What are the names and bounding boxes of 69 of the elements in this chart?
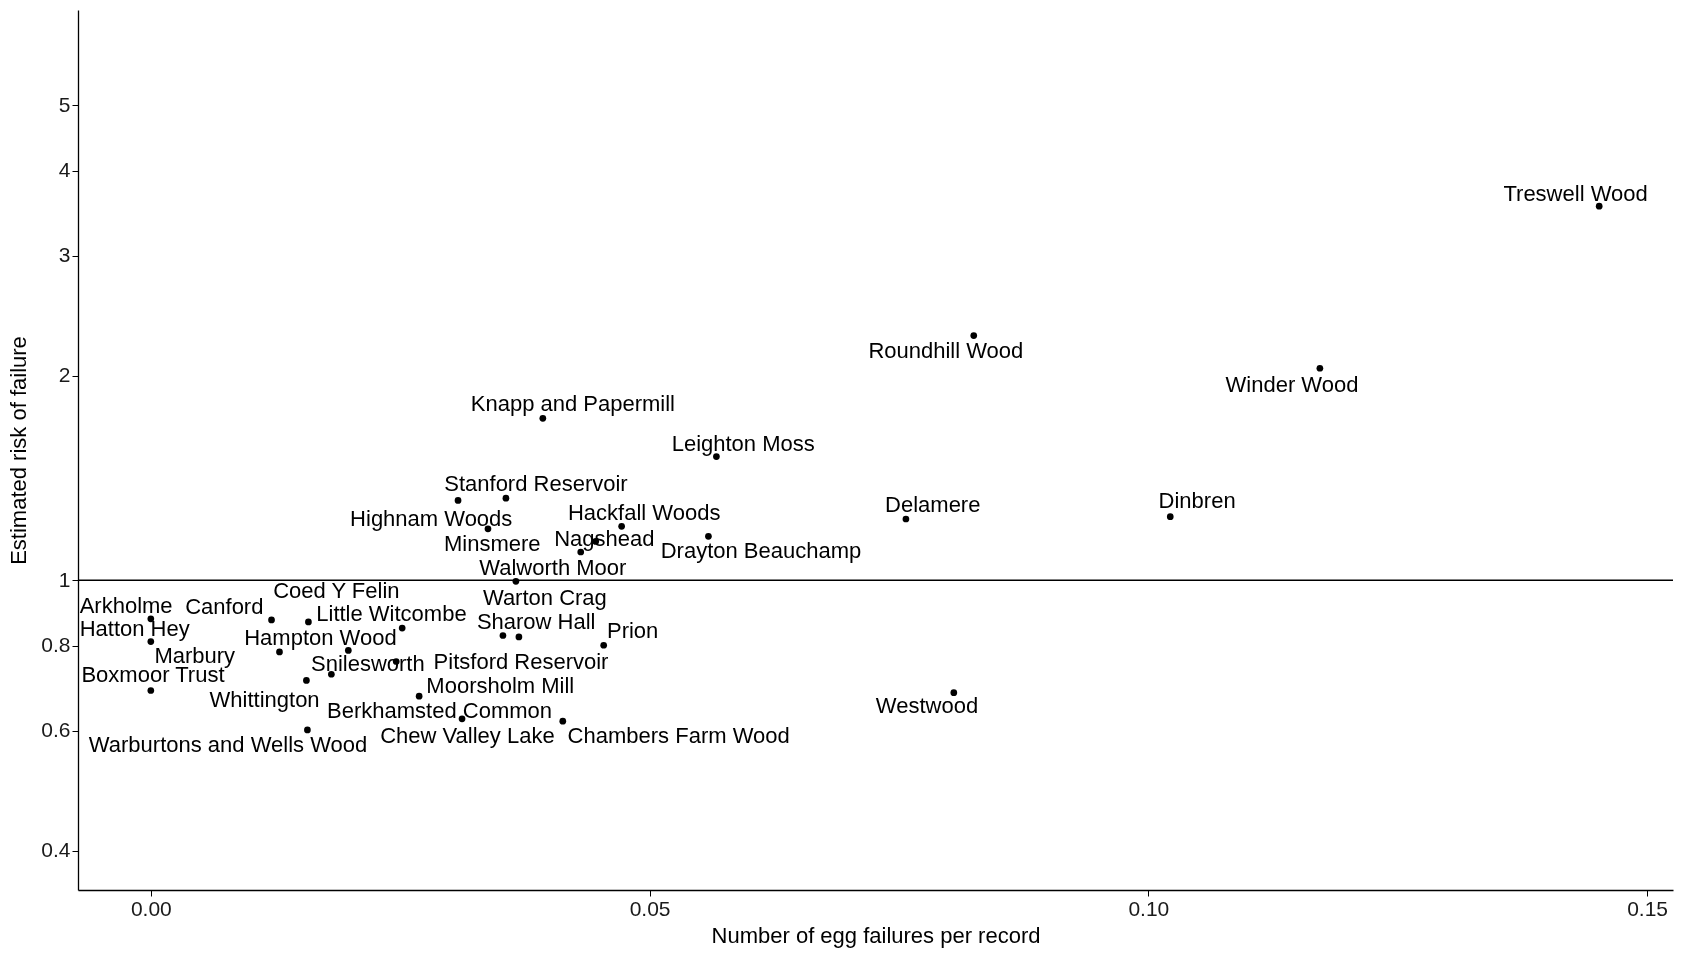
annotation: Hampton Wood [244, 624, 397, 650]
annotation: Walworth Moor [479, 555, 627, 581]
point [1595, 202, 1603, 210]
point [600, 641, 608, 649]
annotation: Winder Wood [1225, 372, 1359, 398]
point [515, 633, 523, 641]
x-tick-label: 0.05 [629, 896, 671, 920]
annotation: Snilesworth [310, 650, 425, 676]
point [147, 615, 155, 623]
point [147, 687, 155, 694]
annotation: Roundhill Wood [868, 337, 1024, 363]
y-tick-label: 2 [58, 363, 71, 387]
annotation: Whittington [209, 686, 320, 712]
annotation: Chew Valley Lake [380, 723, 555, 749]
y-tick-label: 0.4 [41, 838, 71, 862]
y-tick-label: 3 [58, 243, 71, 267]
annotation: Prion [606, 618, 659, 644]
annotation: Moorsholm Mill [426, 673, 575, 699]
y-tick-label: 5 [58, 92, 71, 116]
annotation: Sharow Hall [476, 608, 596, 634]
point [1166, 513, 1174, 520]
point [902, 515, 910, 523]
point [539, 414, 547, 422]
y-axis-title: Estimated risk of failure [6, 336, 32, 565]
point [618, 522, 625, 530]
point [502, 494, 510, 502]
annotation: Hackfall Woods [567, 500, 721, 526]
x-tick-label: 0.15 [1627, 896, 1668, 920]
point [970, 332, 978, 339]
annotation: Chambers Farm Wood [567, 723, 790, 749]
annotation: Treswell Wood [1503, 181, 1648, 207]
y-tick-label: 4 [58, 158, 71, 182]
point [268, 616, 275, 624]
annotation: Warton Crag [482, 585, 607, 611]
y-tick-label: 0.6 [41, 718, 71, 742]
point [950, 689, 958, 697]
point [305, 618, 312, 626]
annotation: Berkhamsted Common [327, 698, 553, 724]
annotation: Stanford Reservoir [444, 471, 628, 497]
annotation: Leighton Moss [671, 430, 815, 456]
point [458, 715, 466, 723]
point [344, 647, 352, 654]
point [303, 677, 310, 684]
annotation: Dinbren [1158, 487, 1236, 513]
y-tick-label: 1 [58, 567, 71, 591]
annotation: Delamere [885, 492, 981, 518]
annotation: Highnam Woods [350, 505, 513, 531]
annotation: Arkholme [79, 592, 173, 618]
x-tick-label: 0.00 [130, 896, 172, 920]
annotation: Nagshead [554, 526, 655, 552]
annotation: Knapp and Papermill [470, 391, 675, 417]
point [559, 717, 567, 725]
y-tick-label: 0.8 [41, 633, 71, 657]
annotation: Warburtons and Wells Wood [88, 731, 368, 757]
point [705, 532, 712, 540]
point [398, 624, 406, 632]
x-axis-title: Number of egg failures per record [711, 922, 1041, 948]
point [415, 692, 423, 700]
x-tick-label: 0.10 [1128, 896, 1170, 920]
point [1316, 364, 1324, 372]
annotation: Drayton Beauchamp [660, 538, 862, 564]
annotation: Minsmere [443, 530, 541, 556]
point [304, 726, 311, 734]
annotation: Little Witcombe [316, 601, 467, 627]
annotation: Coed Y Felin [273, 577, 400, 603]
point [499, 632, 507, 639]
point [454, 497, 462, 504]
annotation: Westwood [875, 692, 979, 718]
annotation: Pitsford Reservoir [433, 648, 609, 674]
